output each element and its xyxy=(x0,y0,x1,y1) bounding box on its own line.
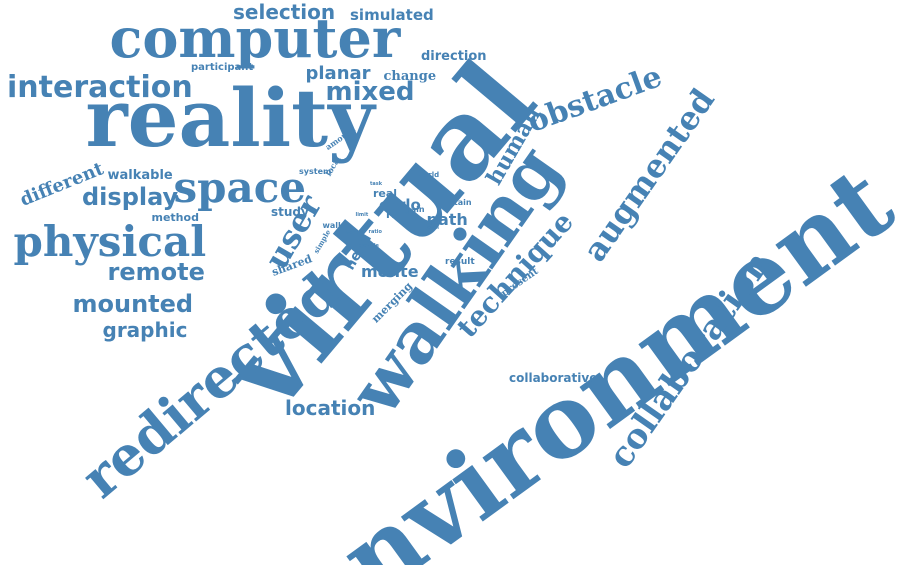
word-monte: monte xyxy=(361,262,419,281)
word-mounted: mounted xyxy=(72,290,194,318)
word-graphic: graphic xyxy=(102,318,188,342)
word-world: world xyxy=(417,170,440,179)
word-mixed: mixed xyxy=(325,77,415,107)
word-collaborative: collaborative xyxy=(509,371,598,385)
word-path: path xyxy=(426,210,468,229)
word-provide: provide xyxy=(357,242,379,249)
word-walk: walk xyxy=(322,221,344,230)
word-display: display xyxy=(82,183,179,211)
word-task: task xyxy=(370,180,383,187)
word-real: real xyxy=(373,186,398,200)
word-contain: contain xyxy=(438,198,472,207)
word-selection: selection xyxy=(233,0,336,24)
word-rich: rich xyxy=(386,207,410,221)
word-ratio: ratio xyxy=(368,228,382,235)
word-participant: participant xyxy=(191,62,254,73)
word-interaction: interaction xyxy=(7,70,193,105)
word-planar: planar xyxy=(305,63,371,84)
word-gain: gain xyxy=(405,205,425,214)
word-obstacle: obstacle xyxy=(523,59,667,140)
word-computer: computer xyxy=(109,6,401,70)
word-physical: physical xyxy=(13,217,207,266)
word-carlo: carlo xyxy=(379,195,421,214)
word-space: space xyxy=(173,163,307,212)
word-work: work xyxy=(345,229,359,236)
word-direction: direction xyxy=(421,48,487,64)
word-remote: remote xyxy=(107,258,205,286)
word-level: level xyxy=(425,224,439,231)
word-study: study xyxy=(271,205,309,219)
word-location: location xyxy=(285,396,376,420)
word-method: method xyxy=(151,210,199,224)
word-change: change xyxy=(383,68,437,84)
word-reality: reality xyxy=(85,71,375,165)
word-simulated: simulated xyxy=(350,5,434,24)
word-limit: limit xyxy=(355,211,369,218)
word-result: result xyxy=(445,256,475,267)
word-walkable: walkable xyxy=(107,167,173,183)
word-system: system xyxy=(299,167,332,176)
